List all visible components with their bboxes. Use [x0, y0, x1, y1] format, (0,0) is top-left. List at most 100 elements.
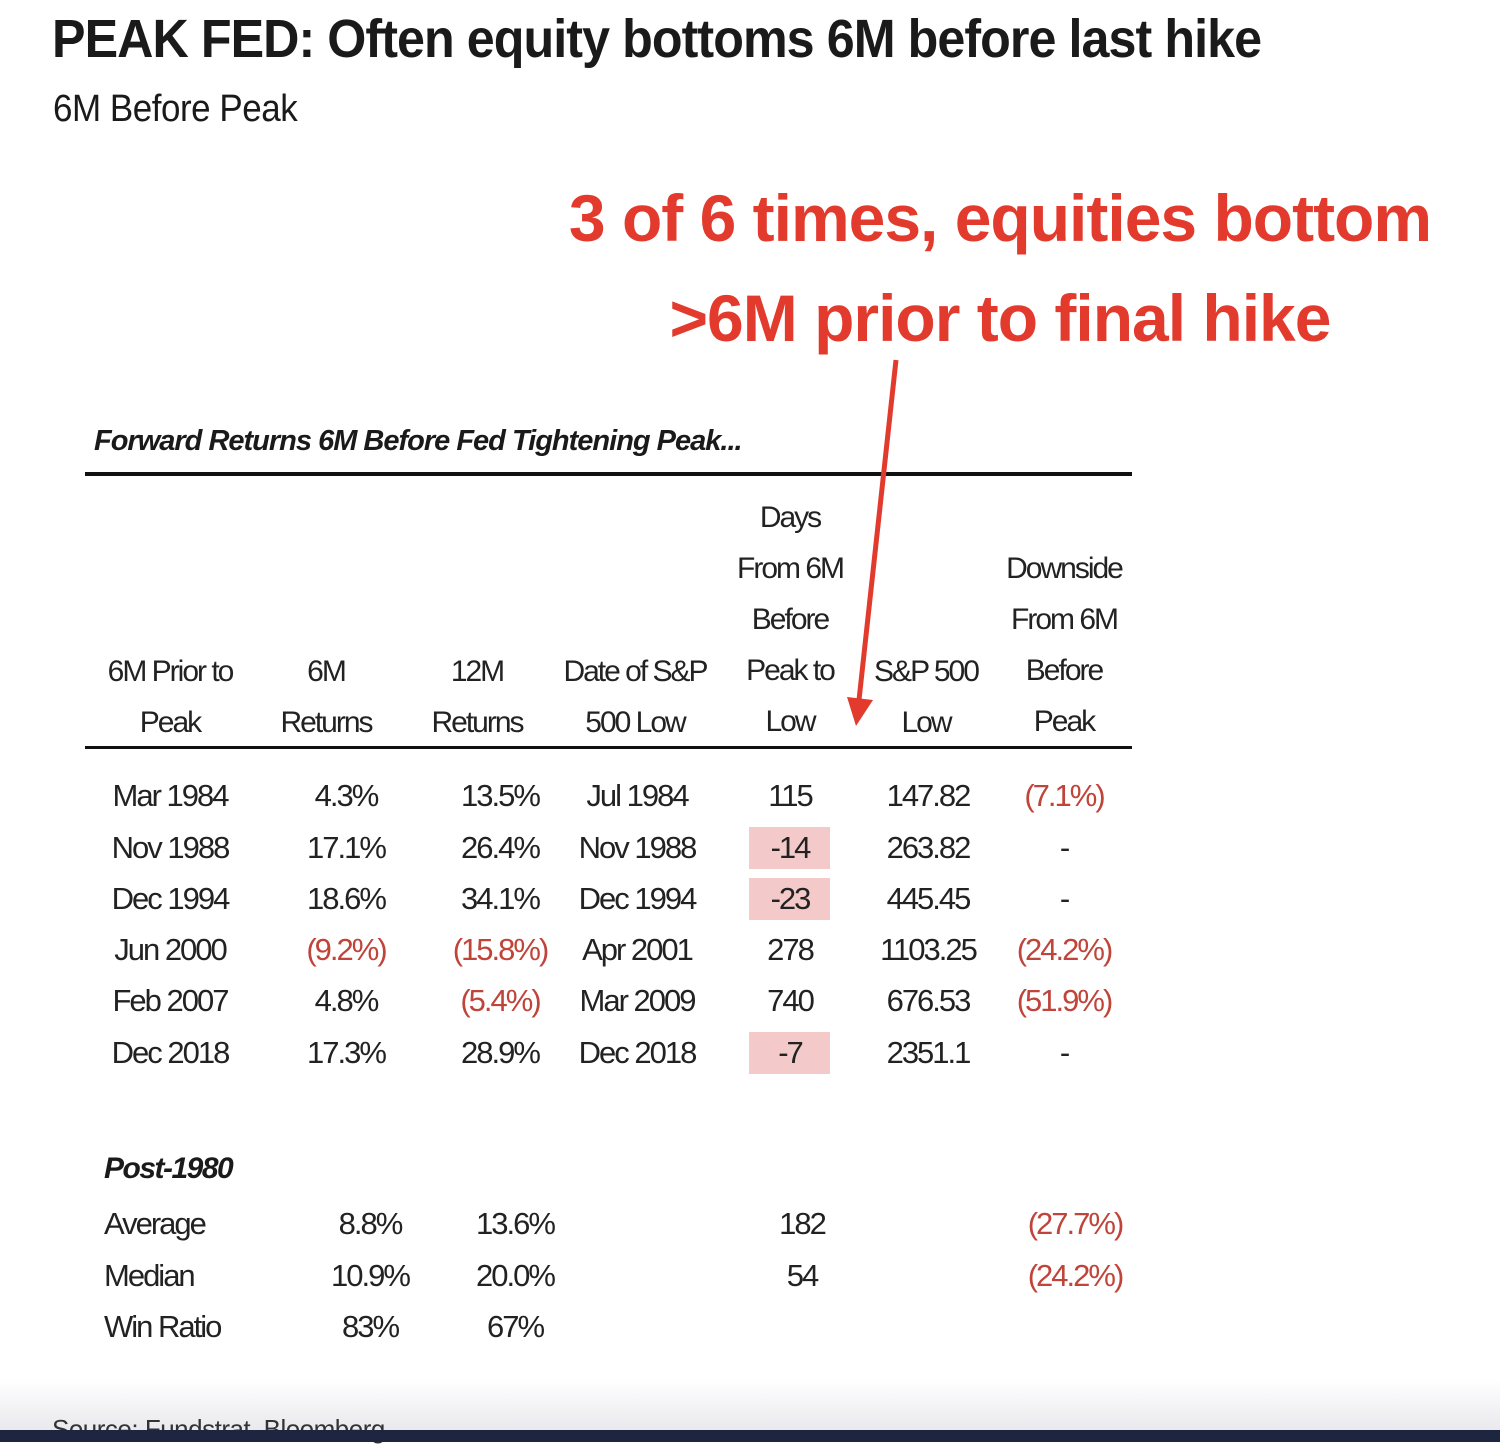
col-header-days-line-1: Days	[759, 501, 822, 534]
summary-6m: 83%	[341, 1309, 400, 1344]
callout-line-2: >6M prior to final hike	[669, 281, 1332, 355]
table-row: Mar 1984 4.3% 13.5% Jul 1984 115 147.82 (7.1%)	[0, 770, 1500, 822]
summary-12m: 20.0%	[476, 1258, 556, 1293]
cell-6m-return: 4.3%	[314, 778, 380, 813]
col-header-low-date: Date of S&P 500 Low	[552, 646, 718, 748]
summary-12m: 67%	[486, 1309, 545, 1344]
page-subtitle: 6M Before Peak	[53, 88, 298, 130]
col-header-days-line-2: From 6M	[737, 552, 845, 585]
summary-downside: (24.2%)	[1027, 1258, 1125, 1293]
cell-12m-return: (15.8%)	[452, 932, 550, 967]
col-header-days: Days From 6M Before Peak to Low	[725, 492, 855, 747]
summary-section-label: Post-1980	[104, 1152, 234, 1185]
col-header-6m-line-2: Returns	[280, 706, 373, 739]
cell-6m-return: 4.8%	[314, 983, 380, 1018]
col-header-downside-line-4: Peak	[1033, 705, 1096, 738]
col-header-12m-line-1: 12M	[450, 655, 505, 688]
cell-days: -7	[778, 1035, 804, 1070]
col-header-period-line-1: 6M Prior to	[107, 655, 235, 688]
cell-period: Mar 1984	[112, 778, 230, 813]
col-header-period: 6M Prior to Peak	[90, 646, 250, 748]
col-header-sp-low-line-2: Low	[901, 706, 952, 739]
cell-days: 115	[768, 778, 813, 813]
cell-sp-low: 445.45	[886, 881, 972, 916]
header-bottom-rule	[85, 746, 1132, 749]
summary-12m: 13.6%	[476, 1206, 556, 1241]
cell-days: 278	[767, 932, 815, 967]
page-title: PEAK FED: Often equity bottoms 6M before…	[52, 9, 1262, 69]
summary-row: Win Ratio 83% 67%	[0, 1301, 1500, 1353]
summary-downside: (27.7%)	[1027, 1206, 1125, 1241]
cell-downside: (24.2%)	[1016, 932, 1114, 967]
table-row: Dec 1994 18.6% 34.1% Dec 1994 -23 445.45 -	[0, 873, 1500, 925]
cell-days: -23	[770, 881, 812, 916]
cell-downside: (7.1%)	[1024, 778, 1105, 813]
footer-fade	[0, 1380, 1500, 1430]
cell-12m-return: 13.5%	[461, 778, 541, 813]
col-header-6m-line-1: 6M	[307, 655, 347, 688]
table-top-rule	[85, 472, 1132, 476]
cell-low-date: Apr 2001	[582, 932, 694, 967]
cell-downside: -	[1059, 1035, 1070, 1070]
cell-12m-return: 28.9%	[461, 1035, 541, 1070]
cell-period: Jun 2000	[114, 932, 228, 967]
summary-6m: 10.9%	[331, 1258, 411, 1293]
days-highlight	[749, 827, 830, 869]
cell-low-date: Dec 1994	[578, 881, 698, 916]
col-header-days-line-3: Before	[751, 603, 830, 636]
col-header-downside-line-2: From 6M	[1011, 603, 1119, 636]
cell-low-date: Jul 1984	[586, 778, 689, 813]
summary-label: Median	[104, 1258, 196, 1293]
cell-period: Dec 1994	[111, 881, 231, 916]
col-header-sp-low: S&P 500 Low	[860, 646, 992, 748]
cell-days: -14	[770, 830, 812, 865]
cell-6m-return: (9.2%)	[306, 932, 387, 967]
cell-sp-low: 2351.1	[886, 1035, 972, 1070]
cell-12m-return: 26.4%	[461, 830, 541, 865]
cell-days: 740	[767, 983, 815, 1018]
days-highlight	[749, 1032, 830, 1074]
table-row: Nov 1988 17.1% 26.4% Nov 1988 -14 263.82 -	[0, 822, 1500, 874]
cell-12m-return: (5.4%)	[460, 983, 541, 1018]
col-header-days-line-4: Peak to	[746, 654, 836, 687]
summary-label: Win Ratio	[104, 1309, 222, 1344]
col-header-sp-low-line-1: S&P 500	[874, 655, 980, 688]
summary-days: 182	[779, 1206, 827, 1241]
callout-annotation: 3 of 6 times, equities bottom >6M prior …	[520, 168, 1480, 368]
bottom-bar	[0, 1430, 1500, 1442]
cell-sp-low: 263.82	[886, 830, 972, 865]
summary-days: 54	[786, 1258, 819, 1293]
callout-line-1: 3 of 6 times, equities bottom	[568, 181, 1432, 255]
col-header-6m-returns: 6M Returns	[256, 646, 396, 748]
summary-6m: 8.8%	[338, 1206, 404, 1241]
summary-row: Median 10.9% 20.0% 54 (24.2%)	[0, 1250, 1500, 1302]
col-header-days-line-5: Low	[765, 705, 816, 738]
callout-arrow-shaft	[856, 359, 899, 701]
cell-low-date: Nov 1988	[578, 830, 698, 865]
table-title: Forward Returns 6M Before Fed Tightening…	[94, 425, 743, 457]
cell-downside: (51.9%)	[1016, 983, 1114, 1018]
cell-6m-return: 17.3%	[307, 1035, 387, 1070]
days-highlight	[749, 878, 830, 920]
cell-sp-low: 676.53	[886, 983, 972, 1018]
cell-period: Nov 1988	[111, 830, 231, 865]
cell-12m-return: 34.1%	[461, 881, 541, 916]
col-header-downside-line-1: Downside	[1006, 552, 1124, 585]
cell-6m-return: 17.1%	[307, 830, 387, 865]
summary-row: Average 8.8% 13.6% 182 (27.7%)	[0, 1198, 1500, 1250]
col-header-downside: Downside From 6M Before Peak	[996, 543, 1132, 747]
cell-downside: -	[1059, 881, 1070, 916]
col-header-period-line-2: Peak	[139, 706, 202, 739]
cell-6m-return: 18.6%	[307, 881, 387, 916]
col-header-downside-line-3: Before	[1025, 654, 1104, 687]
col-header-low-date-line-1: Date of S&P	[563, 655, 708, 688]
callout-arrow-head	[847, 697, 873, 726]
cell-period: Feb 2007	[112, 983, 230, 1018]
table-row: Feb 2007 4.8% (5.4%) Mar 2009 740 676.53 (51.9…	[0, 975, 1500, 1027]
cell-sp-low: 1103.25	[880, 932, 978, 967]
col-header-12m-returns: 12M Returns	[407, 646, 547, 748]
cell-period: Dec 2018	[111, 1035, 231, 1070]
summary-label: Average	[104, 1206, 207, 1241]
col-header-12m-line-2: Returns	[431, 706, 524, 739]
